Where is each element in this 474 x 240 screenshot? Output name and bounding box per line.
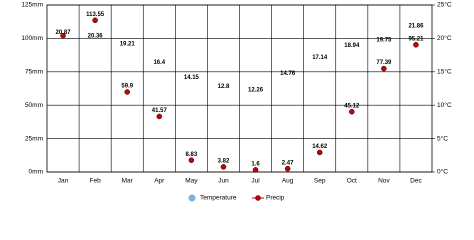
precip-marker (156, 113, 163, 120)
legend-label: Temperature (200, 195, 237, 202)
legend-item: Precip (252, 195, 285, 202)
x-tick-label: Sep (314, 178, 326, 185)
precip-label: 14.62 (312, 144, 328, 150)
legend-swatch (188, 194, 196, 202)
temperature-label: 21.86 (408, 24, 424, 30)
precip-marker (381, 65, 387, 72)
precip-marker (349, 108, 355, 115)
x-tick-label: Aug (282, 178, 294, 185)
temperature-label: 19.75 (376, 38, 392, 44)
precip-marker (60, 32, 66, 39)
x-tick-label: May (185, 178, 198, 185)
precip-label: 8.83 (186, 152, 198, 158)
y-tick-label: 0mm (29, 169, 43, 176)
y-tick-label: 75mm (25, 69, 43, 76)
x-tick-label: Apr (154, 178, 165, 185)
precip-marker (92, 17, 98, 24)
legend-label: Precip (266, 195, 285, 202)
temperature-label: 16.4 (153, 60, 165, 66)
precip-label: 77.39 (376, 60, 392, 66)
precip-label: 3.82 (218, 158, 230, 164)
x-tick-label: Dec (410, 178, 422, 185)
y-tick-label: 25mm (25, 135, 43, 142)
temperature-label: 14.15 (184, 75, 200, 81)
chart: 0mm 25mm 50mm 75mm 100mm 125mm 0°C 5°C 10°C 15°C 2… (21, 1, 452, 202)
precip-label: 1.6 (251, 161, 260, 167)
x-tick-label: Jun (218, 178, 229, 185)
precip-marker (188, 157, 195, 163)
precip-label: 45.12 (344, 103, 360, 109)
precip-marker (220, 164, 227, 170)
precip-marker (284, 165, 291, 172)
temperature-label: 12.26 (248, 88, 264, 94)
precip-marker (316, 149, 323, 156)
x-tick-label: Jul (251, 178, 260, 185)
temperature-label: 19.21 (120, 41, 136, 47)
precip-marker (252, 167, 259, 173)
x-tick-label: Feb (90, 178, 102, 185)
y-tick-label: 50mm (25, 102, 43, 109)
precip-label: 59.9 (121, 84, 133, 90)
y2-tick-label: 25°C (437, 1, 452, 9)
x-tick-label: Mar (122, 178, 134, 185)
x-tick-label: Nov (378, 178, 390, 185)
temperature-label: 20.36 (88, 34, 104, 40)
precip-label: 2.47 (282, 160, 294, 166)
temperature-label: 18.94 (344, 43, 360, 49)
y2-tick-label: 15°C (437, 68, 452, 76)
y2-tick-label: 5°C (437, 134, 448, 142)
y2-tick-label: 0°C (437, 168, 448, 176)
y-tick-label: 125mm (21, 2, 43, 9)
legend-item: Temperature (188, 194, 237, 202)
y-tick-label: 100mm (21, 35, 43, 42)
legend-swatch (255, 195, 261, 201)
y2-tick-label: 20°C (437, 34, 452, 42)
temperature-label: 14.76 (280, 71, 296, 77)
precip-label: 95.21 (408, 36, 424, 42)
temperature-label: 17.14 (312, 55, 328, 61)
precip-marker (413, 42, 419, 48)
x-tick-label: Jan (58, 178, 69, 185)
temperature-label: 12.8 (218, 84, 230, 90)
y2-tick-label: 10°C (437, 101, 452, 109)
precip-label: 41.57 (152, 108, 168, 114)
x-tick-label: Oct (347, 178, 357, 185)
precip-label: 113.55 (86, 12, 105, 18)
precip-marker (124, 89, 130, 95)
